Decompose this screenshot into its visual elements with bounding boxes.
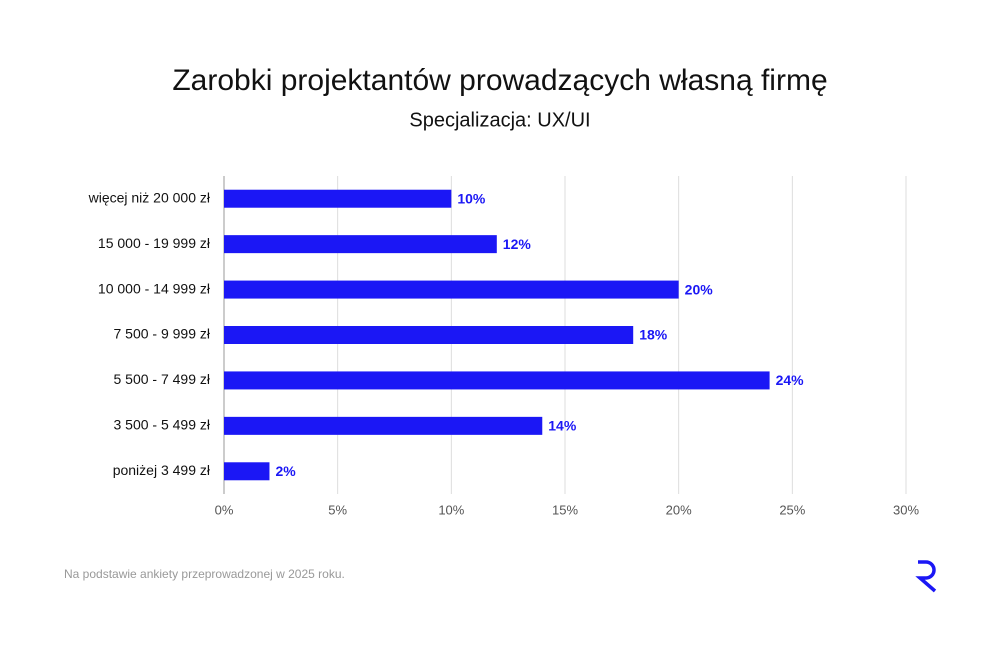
x-tick-label: 5% bbox=[328, 502, 347, 517]
bar bbox=[224, 280, 679, 299]
value-label: 14% bbox=[548, 418, 577, 434]
y-tick-label: poniżej 3 499 zł bbox=[113, 462, 211, 478]
y-tick-label: więcej niż 20 000 zł bbox=[88, 189, 211, 205]
value-label: 20% bbox=[685, 281, 714, 297]
bar bbox=[224, 371, 770, 390]
chart-title: Zarobki projektantów prowadzących własną… bbox=[172, 64, 827, 97]
bar bbox=[224, 416, 543, 435]
y-tick-label: 3 500 - 5 499 zł bbox=[113, 417, 210, 433]
value-label: 2% bbox=[275, 463, 296, 479]
y-tick-label: 7 500 - 9 999 zł bbox=[113, 326, 210, 342]
bar bbox=[224, 462, 270, 481]
y-tick-label: 15 000 - 19 999 zł bbox=[98, 235, 211, 251]
bar bbox=[224, 326, 634, 344]
footnote: Na podstawie ankiety przeprowadzonej w 2… bbox=[64, 567, 345, 581]
x-tick-label: 25% bbox=[779, 502, 805, 517]
x-tick-label: 20% bbox=[666, 502, 692, 517]
chart-subtitle: Specjalizacja: UX/UI bbox=[409, 109, 590, 131]
x-tick-label: 0% bbox=[215, 502, 234, 517]
bar bbox=[224, 189, 452, 208]
value-label: 24% bbox=[776, 372, 805, 388]
value-label: 10% bbox=[457, 190, 486, 206]
value-label: 18% bbox=[639, 327, 668, 343]
value-label: 12% bbox=[503, 236, 532, 252]
bar bbox=[224, 235, 497, 254]
y-tick-label: 10 000 - 14 999 zł bbox=[98, 280, 211, 296]
logo bbox=[915, 560, 937, 593]
y-tick-label: 5 500 - 7 499 zł bbox=[113, 371, 210, 387]
x-tick-label: 30% bbox=[893, 502, 919, 517]
x-tick-label: 15% bbox=[552, 502, 578, 517]
x-tick-label: 10% bbox=[438, 502, 464, 517]
